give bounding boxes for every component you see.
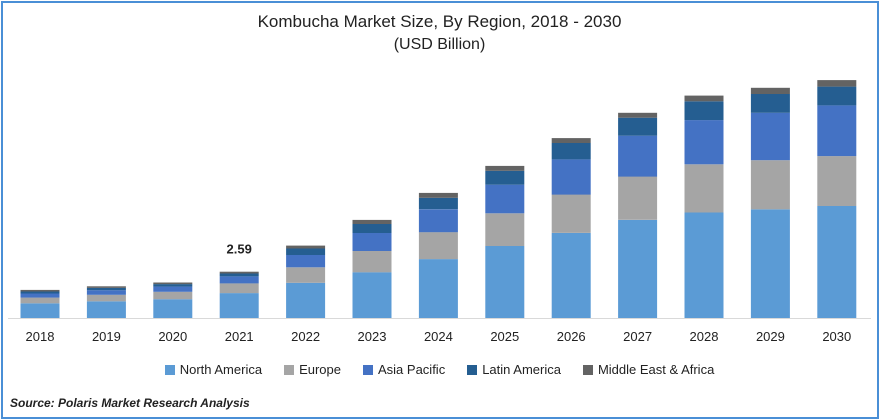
bar-segment-2020-asia-pacific [153,286,193,292]
bar-segment-2018-asia-pacific [20,293,60,298]
bar-segment-2025-asia-pacific [485,184,525,214]
bar-segment-2028-latin-america [684,101,724,121]
bar-segment-2023-asia-pacific [352,233,392,251]
x-tick-label: 2023 [358,329,387,344]
bar-segment-2020-latin-america [153,284,193,287]
bar-segment-2023-latin-america [352,224,392,233]
bar-segment-2022-latin-america [286,248,326,255]
bar-segment-2030-europe [817,156,857,206]
x-tick-label: 2024 [424,329,453,344]
x-tick-label: 2030 [822,329,851,344]
bar-segment-2021-europe [219,283,259,294]
chart-legend: North America Europe Asia Pacific Latin Ame… [0,362,879,377]
bar-segment-2025-north-america [485,246,525,318]
x-tick-label: 2026 [557,329,586,344]
bar-segment-2022-europe [286,267,326,283]
bar-segment-2018-middle-east-africa [20,289,60,292]
bar-segment-2018-latin-america [20,291,60,294]
legend-item: Middle East & Africa [582,362,715,377]
bar-segment-2030-north-america [817,206,857,318]
bar-segment-2018-north-america [20,303,60,318]
legend-label: Europe [299,362,341,377]
legend-item: Latin America [467,362,561,377]
bar-segment-2029-asia-pacific [750,112,790,161]
bar-segment-2025-middle-east-africa [485,165,525,171]
bar-segment-2019-asia-pacific [86,290,126,295]
bar-segment-2020-middle-east-africa [153,282,193,285]
bar-segment-2029-north-america [750,209,790,318]
bar-segment-2027-middle-east-africa [618,112,658,118]
legend-item: North America [164,362,263,377]
bar-segment-2027-europe [618,176,658,220]
bar-segment-2025-europe [485,213,525,246]
bar-segment-2019-latin-america [86,287,126,291]
bar-segment-2019-north-america [86,301,126,318]
bar-segment-2024-middle-east-africa [418,192,458,198]
bar-segment-2027-asia-pacific [618,135,658,177]
source-note: Source: Polaris Market Research Analysis [10,396,250,410]
x-tick-label: 2019 [92,329,121,344]
x-tick-label: 2027 [623,329,652,344]
x-tick-label: 2021 [225,329,254,344]
x-tick-label: 2029 [756,329,785,344]
bar-segment-2021-asia-pacific [219,276,259,284]
bar-segment-2023-middle-east-africa [352,219,392,224]
bar-segment-2023-north-america [352,272,392,318]
bar-segment-2030-middle-east-africa [817,80,857,87]
bar-segment-2027-latin-america [618,117,658,136]
legend-label: Middle East & Africa [597,362,715,377]
bar-segment-2019-europe [86,294,126,302]
bar-segment-2024-north-america [418,259,458,318]
chart-title: Kombucha Market Size, By Region, 2018 - … [257,12,622,31]
legend-label: Latin America [482,362,561,377]
legend-swatch [164,364,175,375]
bar-segment-2030-asia-pacific [817,105,857,157]
legend-item: Europe [284,362,341,377]
x-tick-label: 2020 [158,329,187,344]
bar-segment-2027-north-america [618,219,658,318]
bar-segment-2030-latin-america [817,86,857,106]
bar-segment-2022-asia-pacific [286,255,326,268]
bar-segment-2022-middle-east-africa [286,245,326,249]
bar-segment-2026-europe [551,194,591,233]
bar-segment-2024-latin-america [418,197,458,210]
bar-segment-2026-north-america [551,233,591,318]
bar-segment-2022-north-america [286,282,326,318]
bar-segment-2023-europe [352,251,392,273]
legend-swatch [467,364,478,375]
bar-segment-2026-middle-east-africa [551,138,591,143]
bar-segment-2020-north-america [153,299,193,318]
chart-subtitle: (USD Billion) [393,36,486,53]
bar-segment-2020-europe [153,291,193,300]
legend-label: Asia Pacific [378,362,446,377]
legend-swatch [363,364,373,375]
legend-item: Asia Pacific [363,362,445,377]
bar-segment-2029-middle-east-africa [750,87,790,94]
bar-segment-2029-europe [750,160,790,210]
legend-label: North America [179,362,263,377]
bar-segment-2026-latin-america [551,143,591,160]
bar-segment-2019-middle-east-africa [86,286,126,288]
bar-segment-2018-europe [20,297,60,304]
bar-segment-2021-north-america [219,293,259,318]
x-tick-label: 2028 [690,329,719,344]
bar-segment-2025-latin-america [485,170,525,185]
x-tick-label: 2025 [490,329,519,344]
legend-swatch [582,364,593,375]
bar-segment-2021-middle-east-africa [219,271,259,274]
bar-segment-2024-europe [418,232,458,260]
bar-segment-2028-north-america [684,212,724,318]
bar-segment-2028-asia-pacific [684,120,724,165]
x-tick-label: 2022 [291,329,320,344]
bar-segment-2029-latin-america [750,94,790,113]
x-tick-label: 2018 [26,329,55,344]
bar-segment-2024-asia-pacific [418,209,458,233]
bar-segment-2021-latin-america [219,273,259,277]
legend-swatch [284,364,295,375]
data-label-2021: 2.59 [227,242,252,257]
bar-segment-2026-asia-pacific [551,159,591,195]
bar-segment-2028-europe [684,164,724,213]
bar-segment-2028-middle-east-africa [684,95,724,102]
